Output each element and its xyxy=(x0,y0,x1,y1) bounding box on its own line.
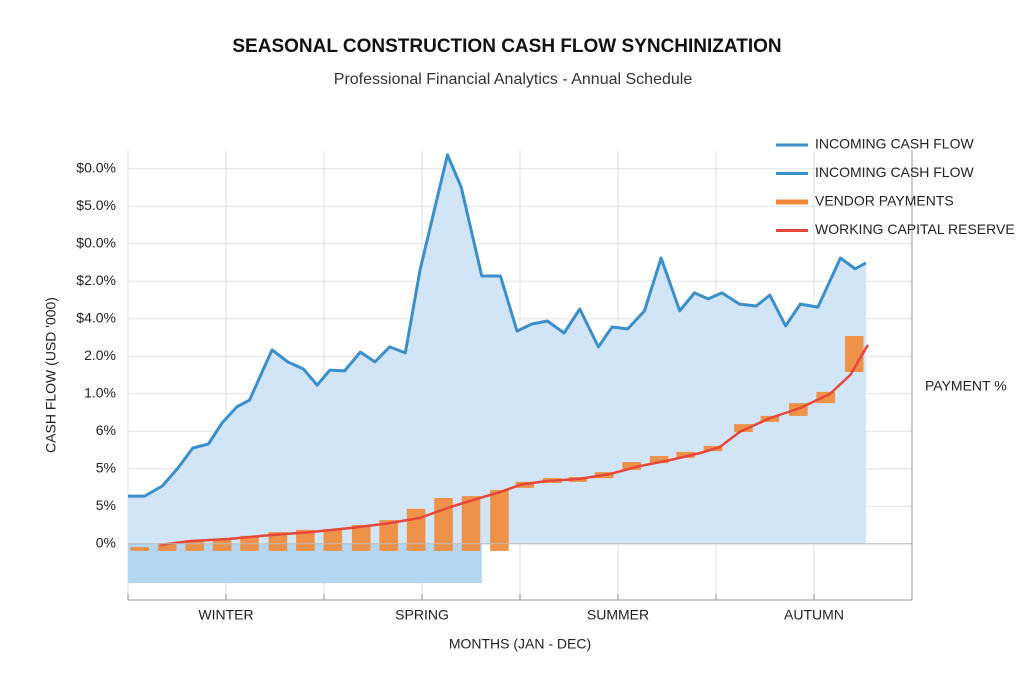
labels-layer: 0% 5% 5% 6% 1.0% 2.0% $4.0% $2.0% $0.0% $5.0% $0.0… xyxy=(76,136,1014,623)
y-tick-label: $0.0% xyxy=(76,159,116,175)
marks-layer xyxy=(128,153,869,584)
y-tick-label: 1.0% xyxy=(84,384,116,400)
y-tick-label: $0.0% xyxy=(76,234,116,250)
line xyxy=(128,153,867,498)
bar xyxy=(351,525,371,551)
bar xyxy=(296,529,315,551)
y2-axis-label: PAYMENT % xyxy=(925,378,1007,394)
bar xyxy=(323,529,343,551)
y-tick-label: 5% xyxy=(96,459,116,475)
x-tick-label: SUMMER xyxy=(587,607,649,623)
bar xyxy=(157,543,177,551)
x-tick-label: WINTER xyxy=(198,607,253,623)
legend-label: INCOMING CASH FLOW xyxy=(815,164,974,180)
bar xyxy=(844,336,864,372)
bar xyxy=(185,540,204,551)
x-axis-label: MONTHS (JAN - DEC) xyxy=(449,636,591,652)
x-tick-label: AUTUMN xyxy=(784,607,844,623)
bar xyxy=(649,456,669,464)
bar xyxy=(406,508,426,551)
y-tick-label: $4.0% xyxy=(76,309,116,325)
line xyxy=(160,344,869,547)
bar xyxy=(676,451,695,458)
y-tick-label: 2.0% xyxy=(84,347,116,363)
y-axis-label: CASH FLOW (USD '000) xyxy=(43,297,59,453)
bar xyxy=(622,462,642,470)
bar xyxy=(212,538,232,551)
bar xyxy=(816,391,836,404)
legend-label: WORKING CAPITAL RESERVE xyxy=(815,221,1015,237)
legend-label: VENDOR PAYMENTS xyxy=(815,193,954,209)
legend-label: INCOMING CASH FLOW xyxy=(815,136,974,152)
bar xyxy=(461,496,481,551)
y-tick-label: $5.0% xyxy=(76,197,116,213)
band xyxy=(128,543,482,584)
bar xyxy=(490,490,509,551)
area-fill xyxy=(128,154,866,544)
axes-layer xyxy=(127,150,913,601)
bar xyxy=(130,547,150,551)
bar xyxy=(734,424,753,432)
chart-title: SEASONAL CONSTRUCTION CASH FLOW SYNCHINI… xyxy=(232,36,781,57)
bar xyxy=(268,532,288,551)
chart-subtitle: Professional Financial Analytics - Annua… xyxy=(334,71,693,88)
x-tick-label: SPRING xyxy=(395,607,449,623)
y-tick-label: 5% xyxy=(96,497,116,513)
y-tick-label: 0% xyxy=(96,534,116,550)
bar xyxy=(379,520,398,551)
y-tick-label: 6% xyxy=(96,422,116,438)
y-tick-label: $2.0% xyxy=(76,272,116,288)
